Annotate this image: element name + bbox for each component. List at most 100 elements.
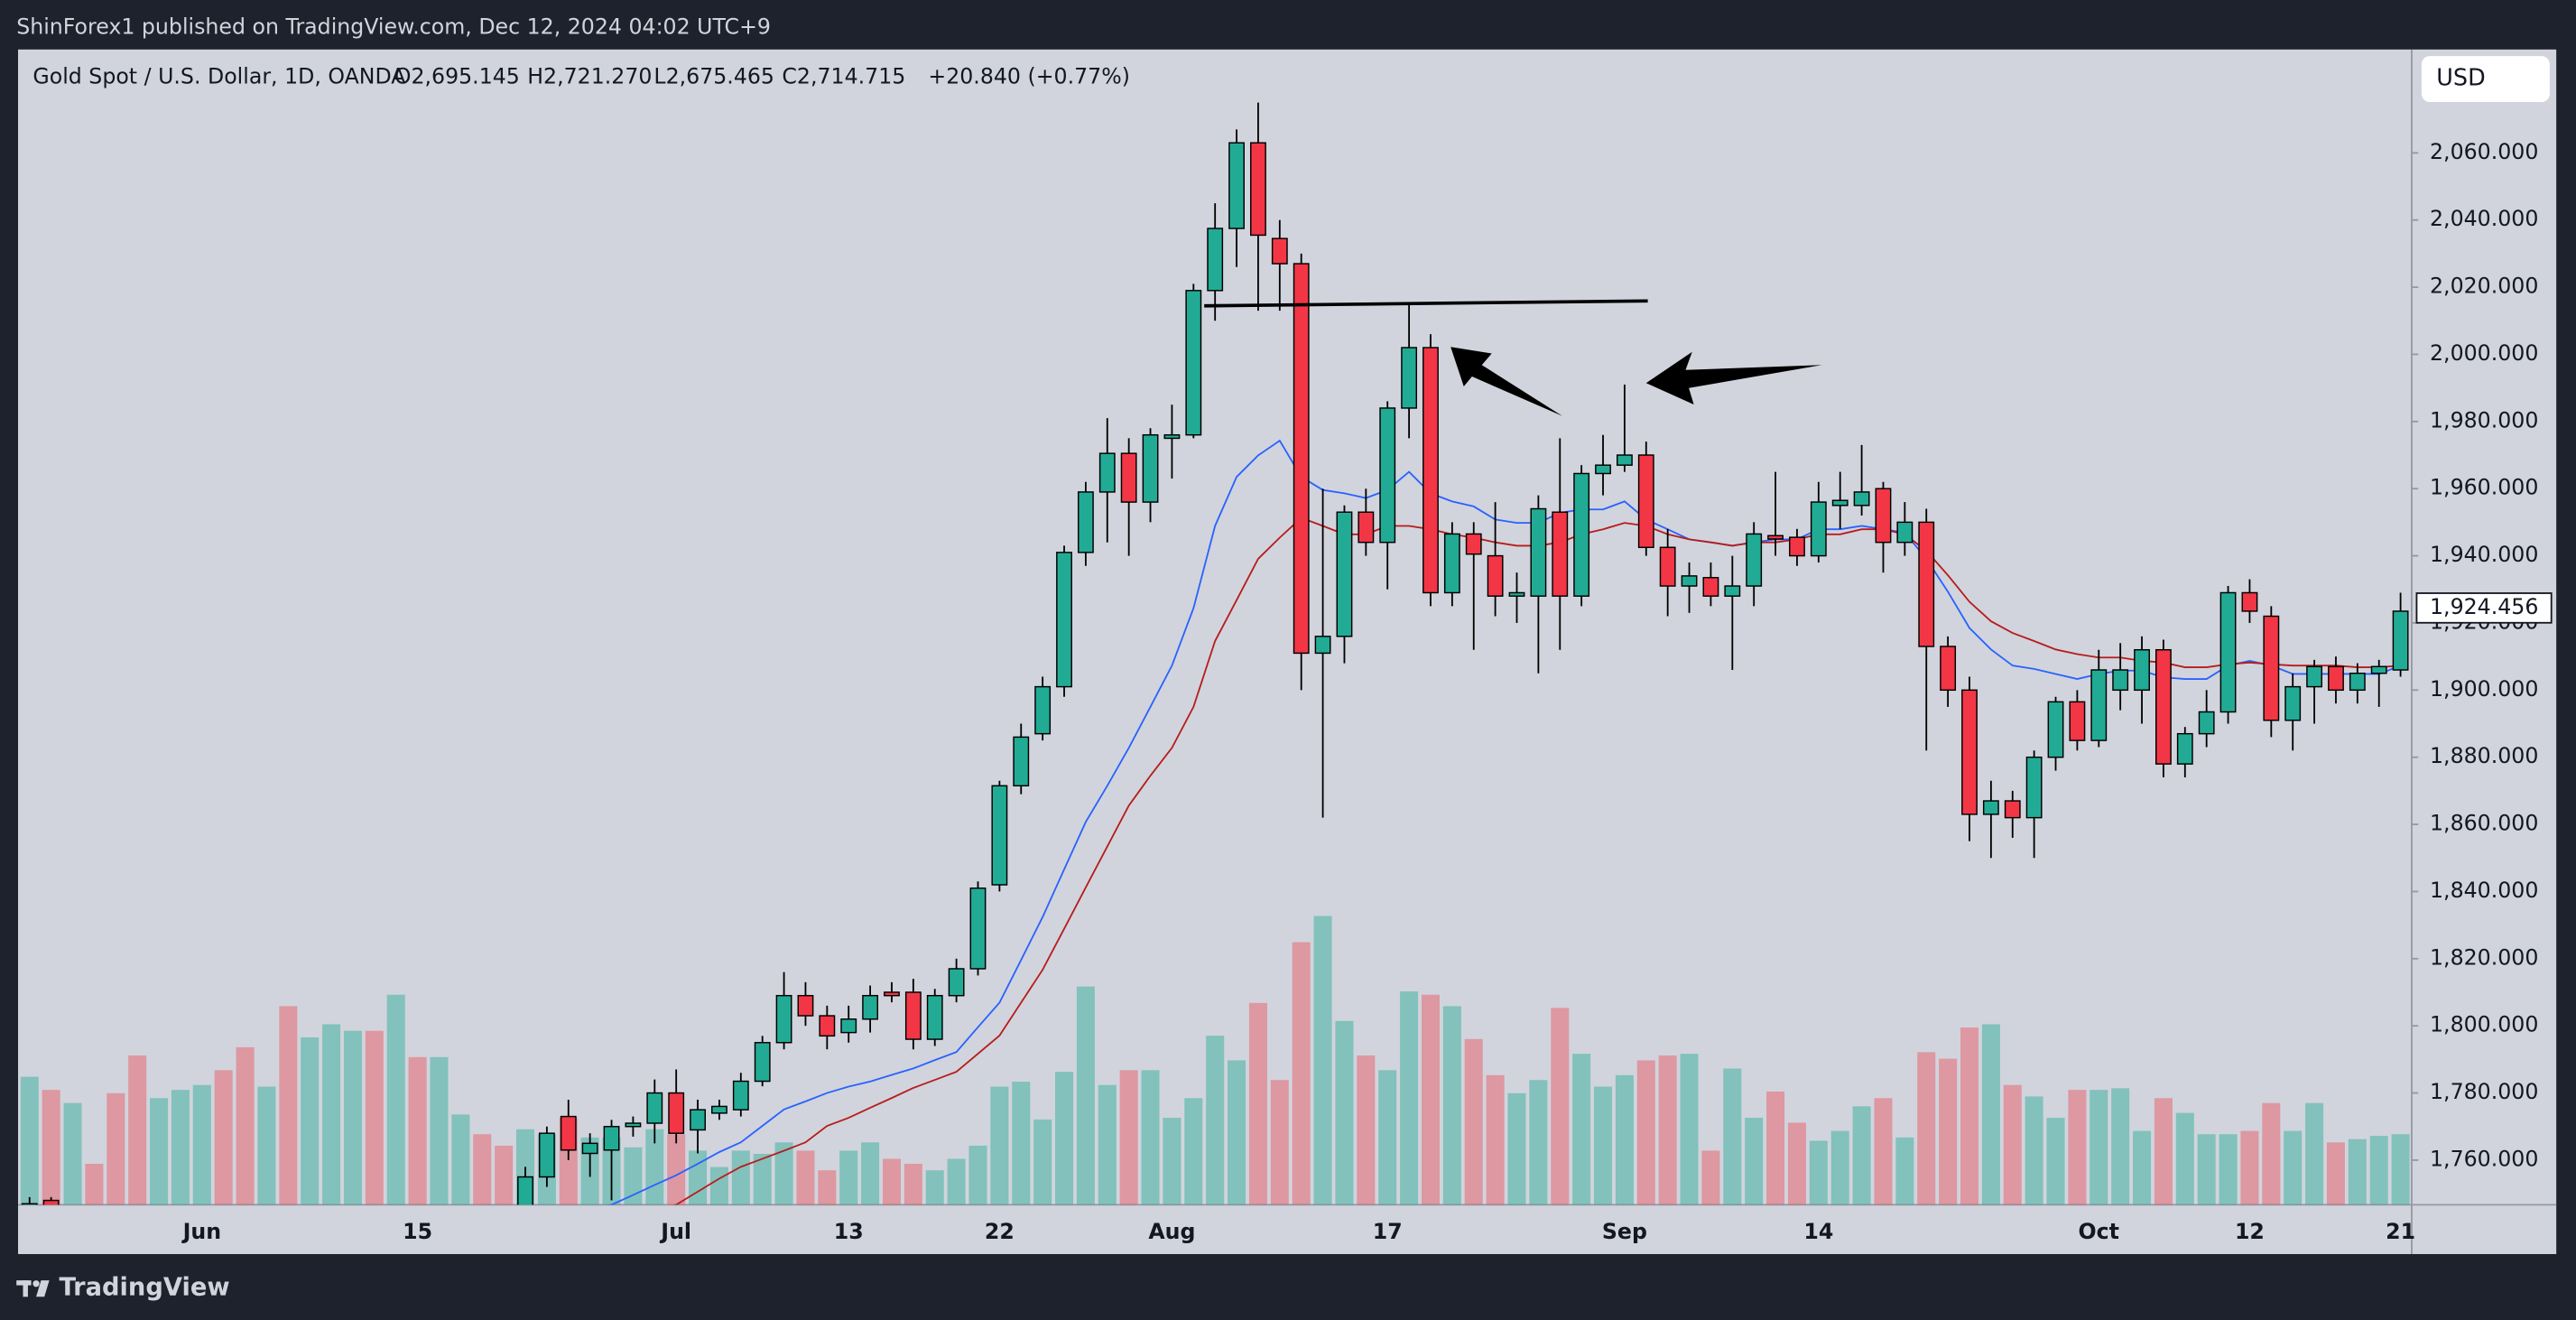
x-tick-label: 14 [1803, 1219, 1833, 1244]
volume-bar [2262, 1102, 2281, 1205]
x-tick-label: 17 [1373, 1219, 1403, 1244]
volume-bar [1658, 1055, 1677, 1205]
x-tick-label: Oct [2079, 1219, 2119, 1244]
candle-body [1314, 636, 1331, 655]
volume-bar [645, 1129, 664, 1205]
volume-bar [63, 1102, 82, 1205]
candle-body [1982, 800, 1999, 815]
currency-label[interactable]: USD [2436, 65, 2485, 92]
volume-bar [925, 1170, 944, 1205]
candle-body [603, 1126, 620, 1151]
candle-body [1357, 511, 1375, 544]
volume-bar [279, 1006, 298, 1205]
volume-bar [1723, 1068, 1742, 1205]
volume-bar [343, 1030, 362, 1205]
volume-bar [2133, 1130, 2152, 1205]
volume-bar [495, 1145, 514, 1205]
tradingview-logo [16, 1280, 50, 1297]
candle-body [1379, 407, 1396, 544]
volume-bar [882, 1158, 901, 1205]
logo-part [23, 1280, 28, 1297]
x-tick-label: Sep [1602, 1219, 1647, 1244]
plot-area [20, 102, 2410, 1205]
volume-bar [365, 1030, 384, 1205]
volume-bar [473, 1134, 492, 1205]
arrow [1645, 351, 1822, 404]
volume-bar [1486, 1074, 1505, 1205]
candle-body [1250, 142, 1266, 237]
volume-bar [2348, 1139, 2367, 1205]
candle-body [1401, 347, 1418, 409]
candle-body [1875, 488, 1892, 544]
volume-bar [753, 1154, 772, 1205]
candle-body [668, 1092, 685, 1134]
candle-body [1465, 533, 1482, 555]
candle-body [1896, 521, 1913, 544]
candle-body [1940, 646, 1957, 692]
candle-body [1228, 142, 1245, 229]
volume-bar [2090, 1090, 2108, 1205]
volume-bar [2197, 1134, 2216, 1205]
candle-body [1271, 237, 1288, 265]
volume-bar [1960, 1027, 1979, 1205]
publish-info: ShinForex1 published on TradingView.com,… [16, 14, 771, 40]
candle-body [2370, 665, 2387, 674]
volume-bar [1939, 1058, 1958, 1205]
candle-body [1487, 554, 1504, 597]
volume-bar [1206, 1036, 1225, 1205]
y-tick-label: 1,880.000 [2430, 743, 2538, 768]
volume-bar [1809, 1140, 1828, 1205]
logo-part [32, 1280, 40, 1287]
volume-bar [1895, 1137, 1914, 1205]
volume-bar [990, 1086, 1009, 1205]
volume-bar [1572, 1054, 1591, 1205]
candle-body [1422, 347, 1439, 594]
candle-body [1336, 511, 1353, 637]
candle-body [2004, 800, 2021, 819]
volume-bar [1163, 1118, 1181, 1205]
candle-body [1443, 533, 1460, 594]
drawings [1204, 299, 1822, 416]
legend-open: O2,695.145 [394, 63, 520, 88]
footer-brand: TradingView [60, 1274, 230, 1302]
volume-bar [1852, 1106, 1871, 1205]
price-axis: 1,760.000 1,780.000 1,800.000 1,820.000 1,84… [2411, 139, 2553, 1171]
volume-bar [968, 1145, 987, 1205]
candle-body [2241, 591, 2258, 612]
candle-body [1077, 491, 1094, 553]
volume-bar [1615, 1074, 1634, 1205]
x-tick-label: Aug [1148, 1219, 1195, 1244]
volume-bar [2369, 1136, 2388, 1205]
volume-bar [1464, 1038, 1483, 1205]
x-tick-label: 15 [403, 1219, 432, 1244]
candle-body [21, 1203, 38, 1205]
volume-bar [1529, 1080, 1548, 1205]
legend-change: +20.840 (+0.77%) [928, 63, 1130, 88]
horizontal-line [1204, 299, 1648, 308]
candle-body [2134, 648, 2150, 692]
candle-body [2112, 669, 2129, 692]
volume-bar [1141, 1070, 1160, 1205]
candle-body [840, 1018, 857, 1034]
candle-body [690, 1109, 706, 1131]
volume-bar [1701, 1150, 1720, 1205]
candle-body [1508, 591, 1525, 597]
legend-high: H2,721.270 [527, 63, 652, 88]
y-tick-label: 1,900.000 [2430, 676, 2538, 702]
currency-button[interactable] [2421, 56, 2550, 103]
candle-body [646, 1092, 663, 1124]
volume-bar [861, 1142, 880, 1205]
volume-bar [903, 1163, 922, 1205]
candle-body [884, 991, 900, 997]
y-tick-label: 2,060.000 [2430, 139, 2538, 164]
candle-body [1681, 575, 1698, 587]
candle-body [1207, 228, 1224, 292]
y-tick-label: 2,020.000 [2430, 274, 2538, 299]
candle-body [1056, 552, 1072, 688]
candle-body [1530, 507, 1547, 597]
moving-average [673, 516, 2401, 1205]
y-tick-label: 1,980.000 [2430, 407, 2538, 432]
last-price-label: 1,924.456 [2430, 594, 2538, 619]
candle-body [2155, 648, 2172, 765]
candle-body [754, 1042, 771, 1083]
